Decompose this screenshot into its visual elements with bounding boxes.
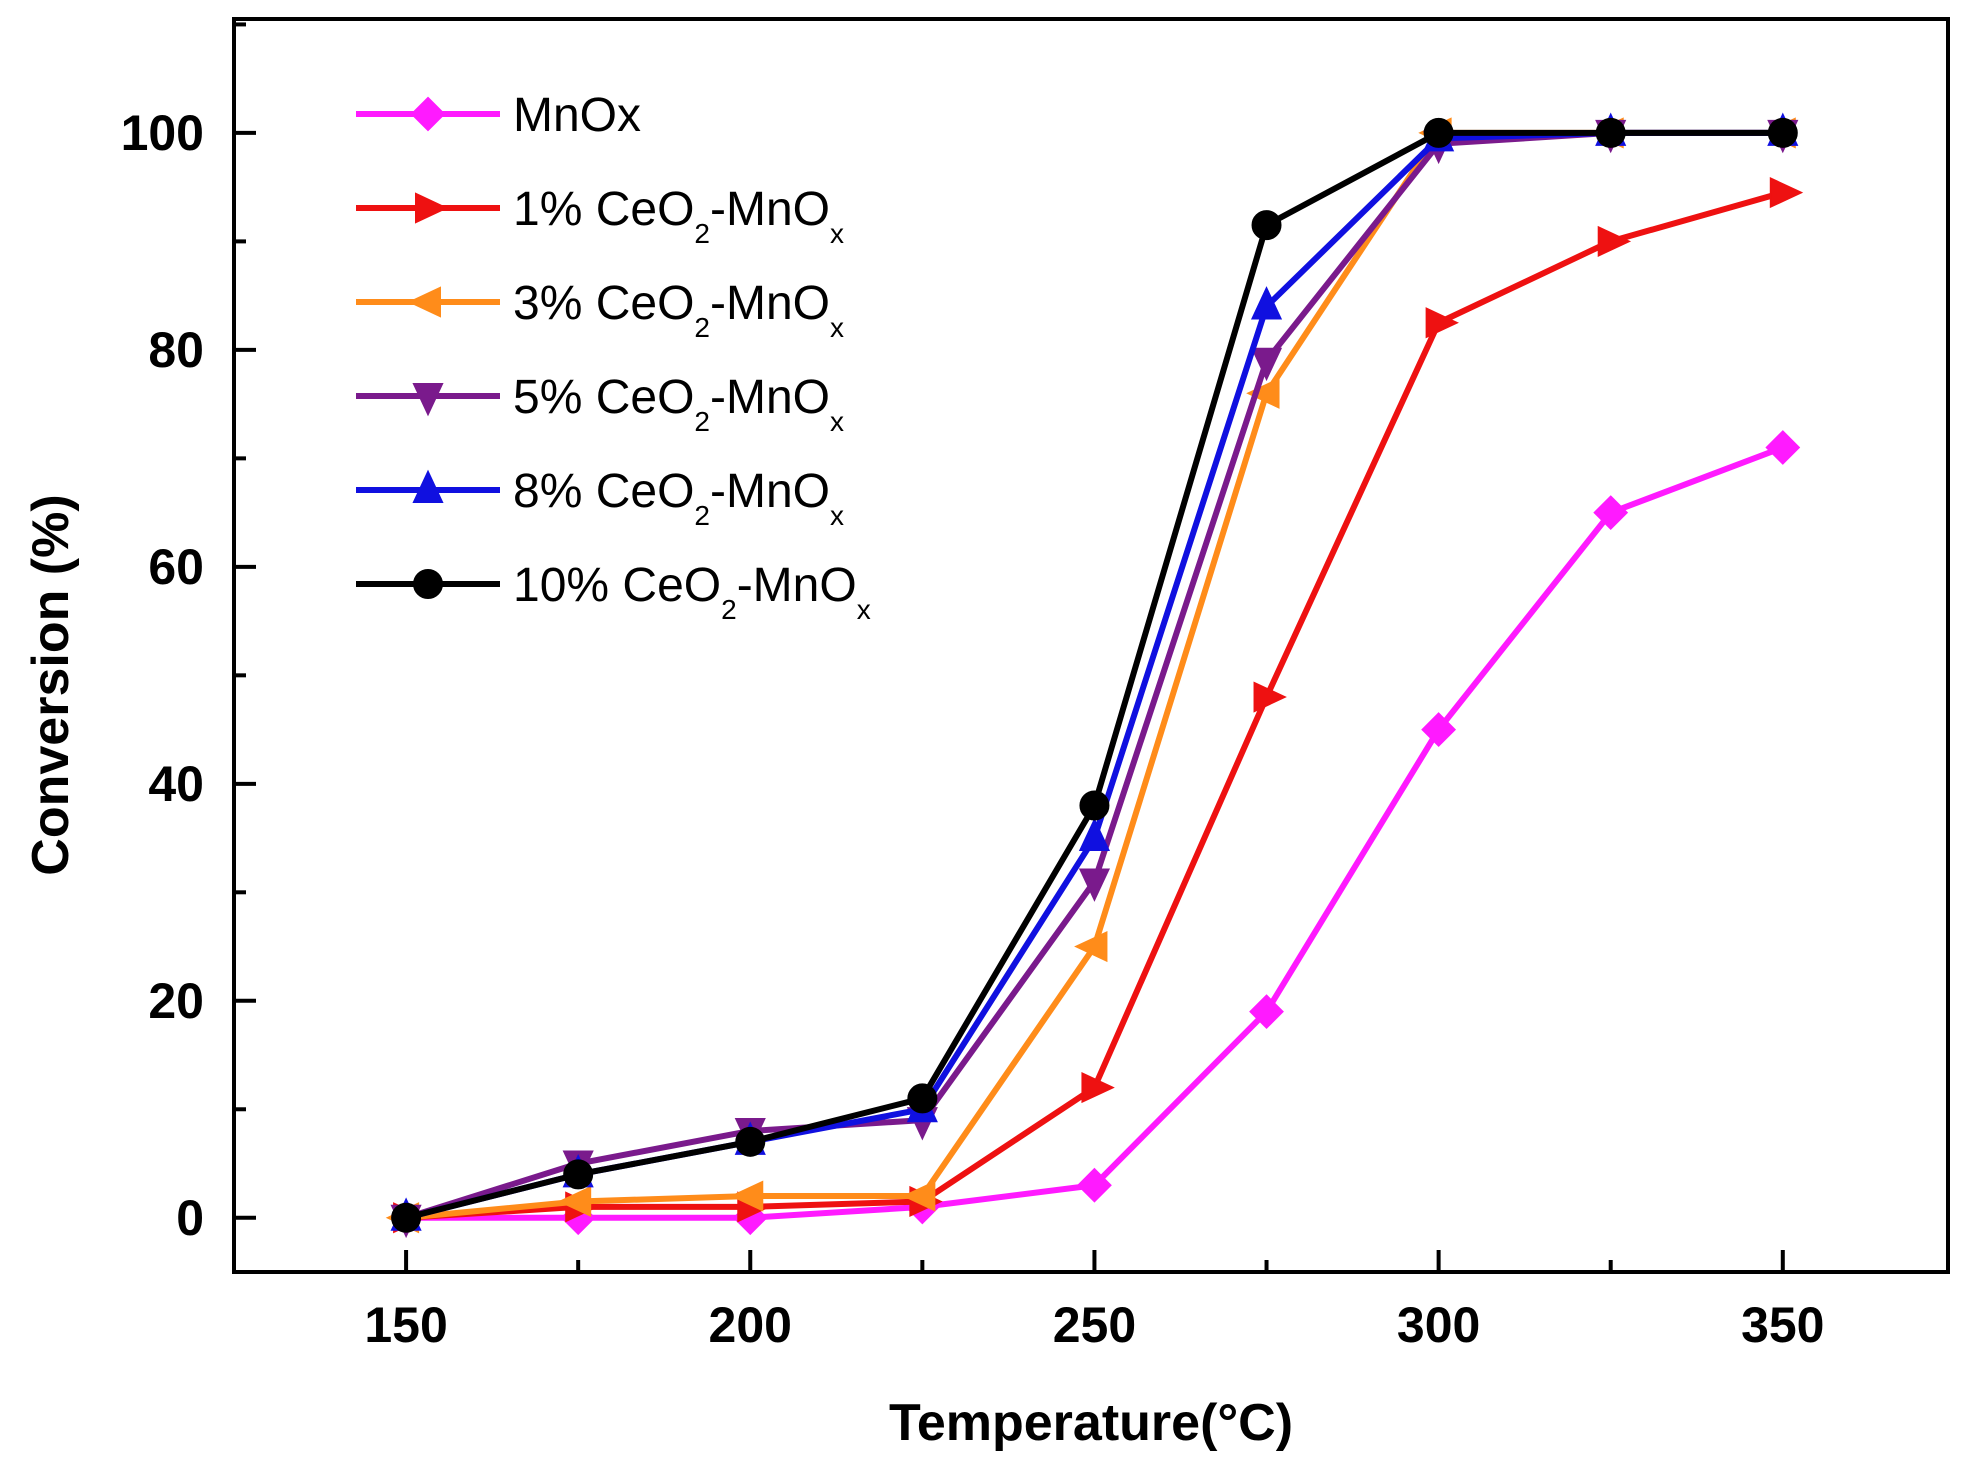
- series-1-ceo2-mnox: [393, 177, 1804, 1234]
- x-tick-label: 350: [1741, 1297, 1824, 1353]
- legend-subscript: 2: [694, 218, 710, 249]
- data-point: [391, 1202, 422, 1233]
- x-tick-label: 200: [709, 1297, 792, 1353]
- x-tick-label: 150: [364, 1297, 447, 1353]
- series-line: [405, 189, 1784, 1221]
- legend-text-part: 8% CeO: [513, 465, 694, 518]
- legend-subscript: x: [830, 218, 844, 249]
- legend-subscript: 2: [694, 312, 710, 343]
- data-point: [1249, 994, 1284, 1030]
- legend-item: MnOx: [356, 89, 641, 142]
- legend-item: 10% CeO2-MnOx: [356, 559, 871, 625]
- y-tick-label: 40: [148, 756, 204, 812]
- y-tick-label: 0: [176, 1190, 204, 1246]
- data-point: [1078, 817, 1111, 852]
- legend-marker: [410, 96, 446, 132]
- legend-label: 10% CeO2-MnOx: [513, 559, 871, 625]
- data-point: [1250, 347, 1283, 382]
- data-point: [1079, 790, 1110, 821]
- data-point: [1769, 177, 1804, 209]
- legend-text-part: 10% CeO: [513, 559, 721, 612]
- plot-frame: [232, 17, 1950, 1274]
- y-tick-label: 100: [121, 105, 204, 161]
- legend-text-part: -MnO: [710, 371, 830, 424]
- x-tick-label: 250: [1053, 1297, 1136, 1353]
- legend-subscript: x: [830, 500, 844, 531]
- legend-marker: [413, 569, 443, 599]
- legend-subscript: x: [830, 406, 844, 437]
- legend-item: 8% CeO2-MnOx: [356, 465, 844, 531]
- data-point: [907, 1083, 938, 1114]
- legend-subscript: 2: [694, 500, 710, 531]
- data-point: [735, 1126, 766, 1157]
- data-point: [1425, 307, 1459, 339]
- y-tick-label: 20: [148, 973, 204, 1029]
- data-point: [1597, 225, 1632, 257]
- data-point: [1074, 930, 1108, 963]
- legend-text-part: 3% CeO: [513, 277, 694, 330]
- legend-subscript: x: [857, 594, 871, 625]
- data-point: [1593, 495, 1629, 531]
- legend-text-part: 5% CeO: [513, 371, 694, 424]
- legend-label: 1% CeO2-MnOx: [513, 183, 844, 249]
- data-point: [1081, 1072, 1115, 1104]
- legend-subscript: 2: [721, 594, 737, 625]
- legend-marker: [412, 469, 444, 503]
- legend-marker: [412, 383, 444, 417]
- y-tick-label: 60: [148, 539, 204, 595]
- data-point: [557, 1185, 592, 1218]
- data-point: [1765, 430, 1801, 465]
- data-point: [1253, 681, 1287, 713]
- legend-label: 3% CeO2-MnOx: [513, 277, 844, 343]
- data-point: [901, 1180, 936, 1212]
- legend-text-part: -MnO: [710, 183, 830, 236]
- y-tick-label: 80: [148, 322, 204, 378]
- data-point: [1421, 712, 1457, 747]
- legend-text-part: 1% CeO: [513, 183, 694, 236]
- series-10-ceo2-mnox: [391, 117, 1798, 1233]
- legend-label: 5% CeO2-MnOx: [513, 371, 844, 437]
- series-group: [385, 112, 1804, 1239]
- x-tick-label: 300: [1397, 1297, 1480, 1353]
- legend-text-part: -MnO: [710, 465, 830, 518]
- legend-label: 8% CeO2-MnOx: [513, 465, 844, 531]
- legend-subscript: x: [830, 312, 844, 343]
- data-point: [1077, 1167, 1112, 1203]
- legend-item: 1% CeO2-MnOx: [356, 183, 844, 249]
- legend-text-part: -MnO: [710, 277, 830, 330]
- data-point: [1423, 117, 1454, 148]
- data-point: [1251, 210, 1282, 241]
- legend-text-part: -MnO: [737, 559, 857, 612]
- x-axis-title: Temperature(°C): [889, 1394, 1293, 1452]
- data-point: [1078, 868, 1111, 902]
- data-point: [729, 1180, 764, 1212]
- data-point: [1595, 117, 1626, 148]
- data-point: [1767, 117, 1798, 148]
- data-point: [1250, 286, 1283, 320]
- data-point: [563, 1159, 594, 1190]
- legend-marker: [415, 192, 449, 224]
- data-point: [1246, 377, 1280, 409]
- legend-item: 5% CeO2-MnOx: [356, 371, 844, 437]
- y-axis-title: Conversion (%): [22, 494, 80, 875]
- axis-ticks: 150 200 250 300 350 0 20 40 60 80 100: [121, 22, 1825, 1353]
- legend-item: 3% CeO2-MnOx: [356, 277, 844, 343]
- legend-marker: [407, 286, 441, 318]
- legend-subscript: 2: [694, 406, 710, 437]
- legend-text-part: MnOx: [513, 89, 641, 142]
- legend-label: MnOx: [513, 89, 641, 142]
